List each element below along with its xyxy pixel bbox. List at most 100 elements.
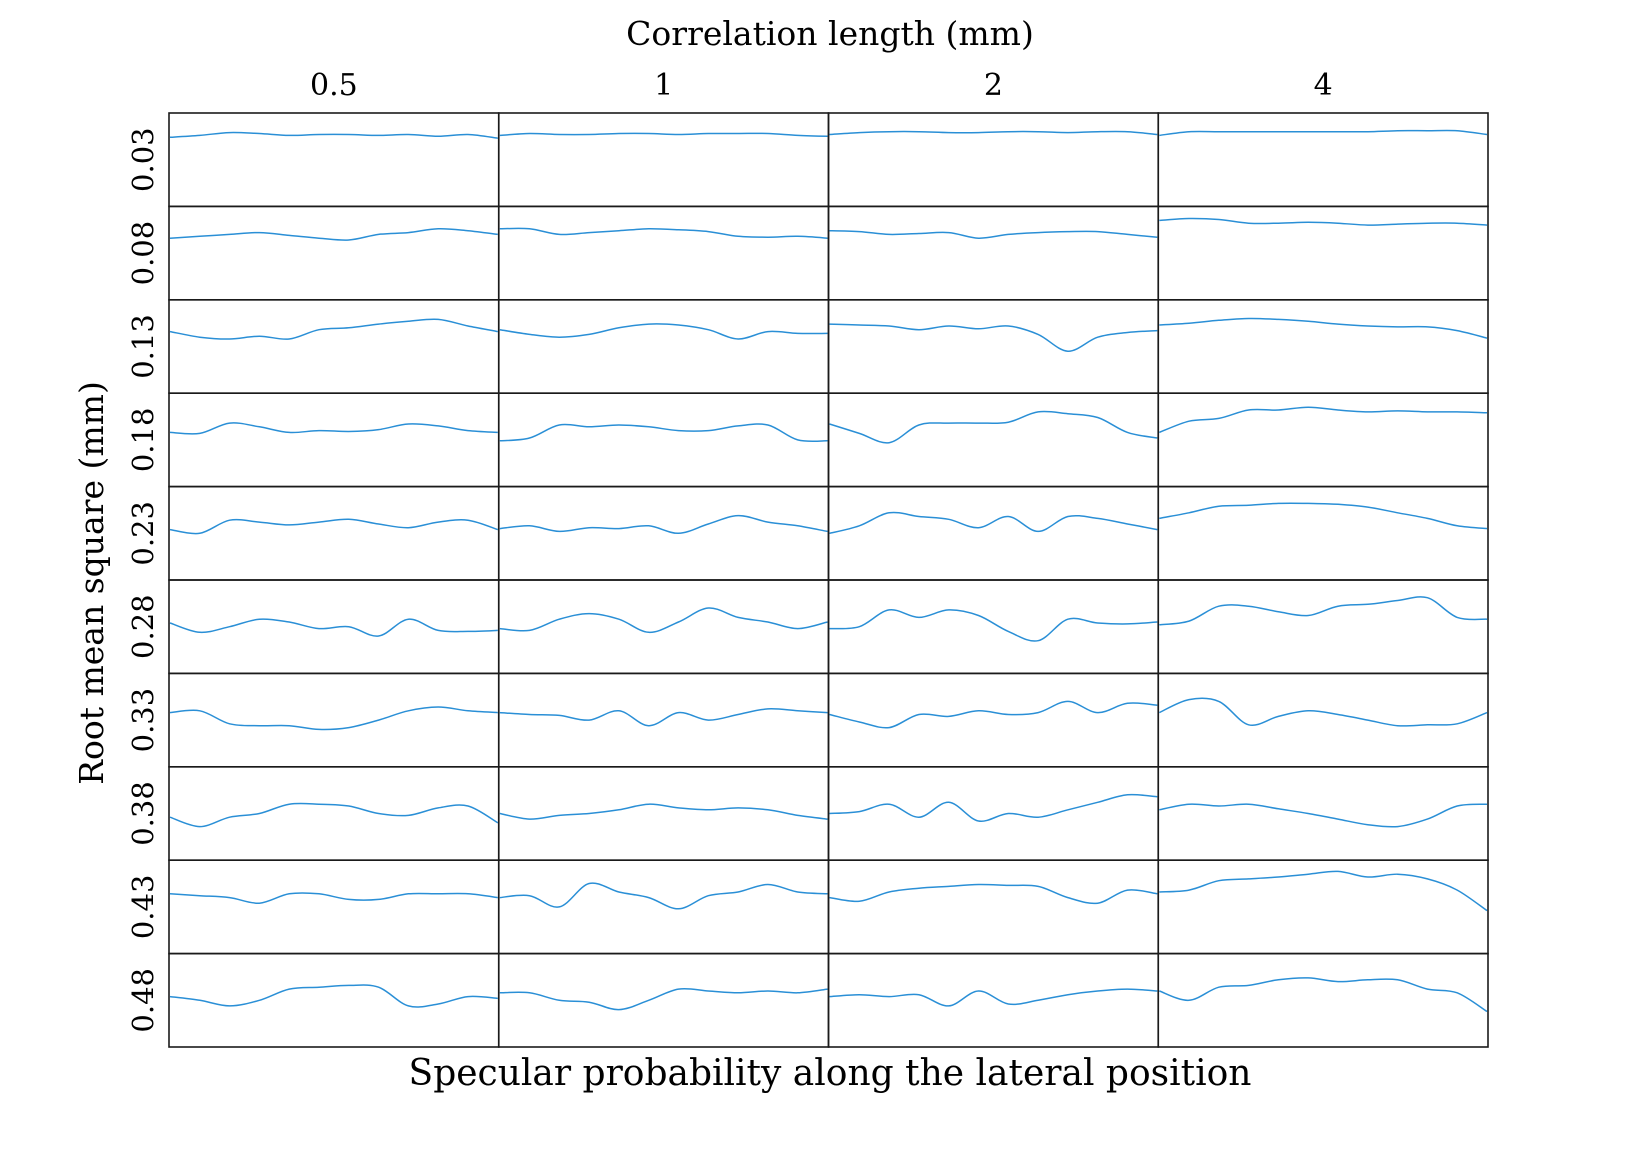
panel-grid <box>168 112 1489 1048</box>
panel-frame <box>1157 298 1489 394</box>
series-line <box>829 130 1158 136</box>
panel <box>827 392 1160 488</box>
panel-frame <box>1157 859 1489 955</box>
series-line <box>829 988 1158 1007</box>
series-line <box>1159 596 1488 626</box>
panel <box>168 392 500 488</box>
panel-frame <box>827 672 1160 768</box>
series-line <box>169 802 499 828</box>
panel <box>168 952 500 1048</box>
series-line <box>169 892 498 904</box>
panel-frame <box>827 205 1160 301</box>
series-line <box>169 318 498 340</box>
panel <box>827 765 1160 861</box>
panel <box>827 952 1160 1048</box>
panel <box>827 485 1160 581</box>
panel-frame <box>1157 579 1489 675</box>
series-line <box>1159 217 1488 226</box>
panel-frame <box>168 952 500 1048</box>
panel-frame <box>1157 112 1489 208</box>
panel-frame <box>827 952 1160 1048</box>
column-label: 1 <box>654 68 673 103</box>
row-label: 0.08 <box>126 221 160 286</box>
panel-frame <box>497 952 830 1048</box>
panel <box>168 579 500 675</box>
series-line <box>829 609 1158 642</box>
row-label: 0.48 <box>126 968 160 1033</box>
panel-frame <box>497 392 830 488</box>
row-labels: 0.03 0.08 0.13 0.18 0.23 0.28 0.33 0.38 0.43 0.48 <box>126 127 160 1032</box>
series-line <box>169 422 498 435</box>
panel-frame <box>497 298 830 394</box>
panel-frame <box>168 672 500 768</box>
series-line <box>829 700 1158 729</box>
panel-frame <box>168 859 500 955</box>
panel <box>497 765 830 861</box>
panel <box>827 672 1160 768</box>
panel-frame <box>168 485 500 581</box>
panel <box>168 112 500 208</box>
row-label: 0.43 <box>126 875 160 940</box>
series-line <box>1159 502 1488 530</box>
panel <box>497 672 830 768</box>
panel-frame <box>168 298 500 394</box>
row-label: 0.18 <box>126 408 160 473</box>
panel <box>1157 579 1489 675</box>
panel-frame <box>1157 485 1489 581</box>
panel <box>497 112 830 208</box>
panel-frame <box>827 765 1160 861</box>
panel <box>168 859 500 955</box>
series-line <box>1159 870 1488 912</box>
column-labels: 0.5 1 2 4 <box>310 68 1333 103</box>
series-line <box>829 323 1158 352</box>
series-line <box>499 803 828 820</box>
series-line <box>829 229 1158 239</box>
series-line <box>1159 129 1488 137</box>
x-axis-label: Specular probability along the lateral p… <box>409 1053 1252 1094</box>
panel-frame <box>168 579 500 675</box>
row-label: 0.03 <box>126 127 160 192</box>
panel <box>827 859 1160 955</box>
series-line <box>169 618 498 637</box>
series-line <box>829 410 1158 444</box>
panel <box>497 392 830 488</box>
series-line <box>499 323 828 340</box>
panel-frame <box>168 765 500 861</box>
series-line <box>499 882 828 910</box>
panel <box>497 205 830 301</box>
series-line <box>1158 697 1488 727</box>
row-label: 0.38 <box>126 781 160 846</box>
panel-frame <box>1157 392 1489 488</box>
row-label: 0.13 <box>126 314 160 379</box>
panel-frame <box>497 765 830 861</box>
panel <box>827 205 1160 301</box>
panel <box>1157 952 1489 1048</box>
series-line <box>499 423 828 443</box>
series-line <box>829 511 1158 535</box>
series-line <box>1159 317 1488 339</box>
row-label: 0.33 <box>126 688 160 753</box>
panel <box>168 485 500 581</box>
panel-frame <box>827 298 1160 394</box>
panel-frame <box>497 112 830 208</box>
panel-frame <box>827 579 1160 675</box>
series-line <box>499 514 828 535</box>
panel <box>497 485 830 581</box>
panel <box>1157 112 1489 208</box>
panel-frame <box>168 205 500 301</box>
y-axis-label: Root mean square (mm) <box>72 381 111 785</box>
series-line <box>1159 803 1488 828</box>
series-line <box>829 793 1158 822</box>
panel <box>827 579 1160 675</box>
series-line <box>499 607 828 634</box>
panel <box>168 765 500 861</box>
column-label: 4 <box>1314 68 1333 103</box>
series-line <box>169 518 499 535</box>
panel-frame <box>827 859 1160 955</box>
chart-title: Correlation length (mm) <box>626 14 1034 53</box>
panel-frame <box>168 112 500 208</box>
panel-frame <box>827 112 1160 208</box>
series-line <box>829 883 1158 905</box>
panel <box>497 298 830 394</box>
